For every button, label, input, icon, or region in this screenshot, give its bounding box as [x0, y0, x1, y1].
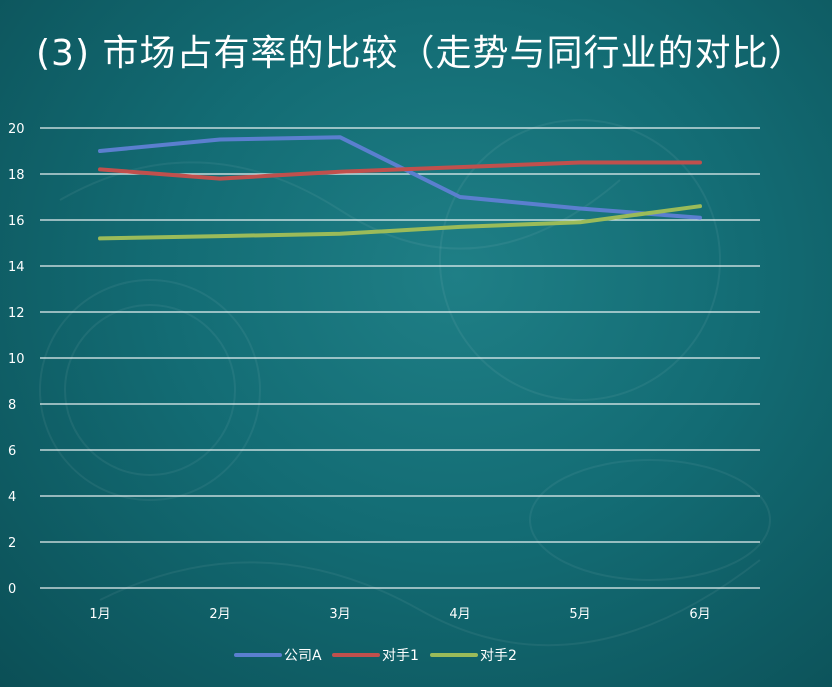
y-tick-label: 6	[8, 444, 16, 459]
y-tick-label: 10	[8, 352, 25, 367]
series-line	[98, 204, 702, 241]
x-tick-label: 4月	[449, 607, 470, 622]
y-tick-label: 12	[8, 306, 25, 321]
y-tick-label: 16	[8, 214, 25, 229]
legend-label: 公司A	[284, 648, 322, 664]
series-lines	[98, 135, 702, 241]
y-axis-ticks: 0 2 4 6 8 10 12 14 16 18 20	[8, 122, 25, 597]
y-tick-label: 2	[8, 536, 16, 551]
legend: 公司A 对手1 对手2	[234, 648, 517, 664]
page-title: (3) 市场占有率的比较（走势与同行业的对比）	[36, 33, 806, 74]
x-tick-label: 6月	[689, 607, 710, 622]
y-tick-label: 14	[8, 260, 25, 275]
legend-label: 对手2	[480, 648, 517, 664]
y-tick-label: 18	[8, 168, 25, 183]
gridlines	[40, 127, 760, 589]
x-axis-ticks: 1月 2月 3月 4月 5月 6月	[89, 607, 710, 622]
x-tick-label: 3月	[329, 607, 350, 622]
x-tick-label: 2月	[209, 607, 230, 622]
y-tick-label: 20	[8, 122, 25, 137]
y-tick-label: 8	[8, 398, 16, 413]
y-tick-label: 4	[8, 490, 16, 505]
series-line	[98, 135, 702, 220]
legend-label: 对手1	[382, 648, 419, 664]
y-tick-label: 0	[8, 582, 16, 597]
x-tick-label: 5月	[569, 607, 590, 622]
series-line	[98, 160, 702, 181]
x-tick-label: 1月	[89, 607, 110, 622]
